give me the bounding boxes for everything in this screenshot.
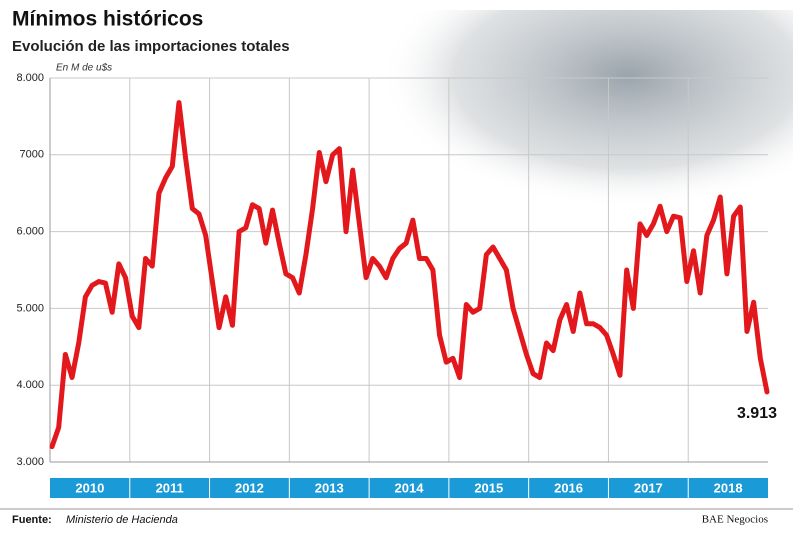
x-tick-label: 2012 [235, 480, 264, 495]
year-band [50, 478, 768, 498]
photo-background [380, 10, 793, 230]
chart-subtitle: Evolución de las importaciones totales [12, 38, 290, 55]
x-tick-label: 2016 [554, 480, 583, 495]
y-tick-label: 5.000 [16, 302, 44, 314]
line-series [49, 100, 770, 450]
x-tick-label: 2015 [474, 480, 503, 495]
data-label: 3.913 [737, 405, 777, 422]
x-tick-label: 2011 [156, 480, 184, 495]
x-tick-label: 2013 [315, 480, 344, 495]
x-tick-label: 2018 [714, 480, 743, 495]
y-axis-label: En M de u$s [56, 63, 112, 74]
x-tick-label: 2017 [634, 480, 663, 495]
x-tick-label: 2010 [75, 480, 104, 495]
y-tick-label: 7000 [20, 149, 44, 161]
y-tick-label: 8.000 [16, 72, 44, 84]
y-tick-label: 6.000 [16, 226, 44, 238]
y-tick-label: 3.000 [16, 456, 44, 468]
source: Ministerio de Hacienda [66, 514, 178, 526]
x-tick-label: 2014 [395, 480, 425, 495]
y-tick-label: 4.000 [16, 379, 44, 391]
source-label: Fuente: [12, 514, 52, 526]
brand: BAE Negocios [702, 514, 768, 526]
chart-title: Mínimos históricos [12, 8, 203, 31]
